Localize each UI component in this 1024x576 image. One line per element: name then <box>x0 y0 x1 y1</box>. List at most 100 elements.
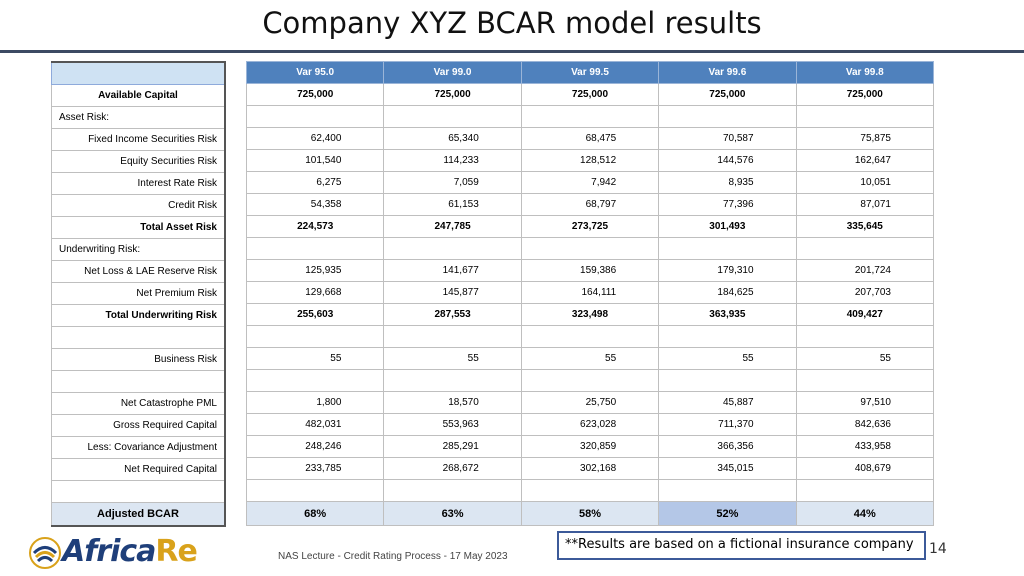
table-cell: 287,553 <box>383 303 522 326</box>
table-cell: 623,028 <box>520 413 660 436</box>
row-labels-table: Available Capital Asset Risk: Fixed Income… <box>51 61 226 527</box>
row-label: Business Risk <box>51 347 226 371</box>
table-cell: 302,168 <box>520 457 660 480</box>
table-cell <box>795 369 935 392</box>
table-cell: 255,603 <box>245 303 385 326</box>
row-label: Net Premium Risk <box>51 281 226 305</box>
results-table: Var 95.0 Var 99.0 Var 99.5 Var 99.6 Var 99.8… <box>245 61 935 526</box>
table-cell: 128,512 <box>520 149 660 172</box>
label-row: Available Capital <box>51 83 226 107</box>
table-cell <box>245 105 385 128</box>
label-row: Total Underwriting Risk <box>51 303 226 327</box>
table-row <box>245 369 935 392</box>
table-row: 224,573 247,785 273,725 301,493 335,645 <box>245 215 935 238</box>
column-header: Var 99.0 <box>383 61 522 84</box>
bcar-label-row: Adjusted BCAR <box>51 501 226 527</box>
label-row: Net Catastrophe PML <box>51 391 226 415</box>
table-row <box>245 105 935 128</box>
table-cell: 366,356 <box>658 435 797 458</box>
table-row: 101,540 114,233 128,512 144,576 162,647 <box>245 149 935 172</box>
table-cell: 164,111 <box>520 281 660 304</box>
footer-text: NAS Lecture - Credit Rating Process - 17… <box>278 551 508 562</box>
table-cell: 55 <box>383 347 522 370</box>
row-label: Less: Covariance Adjustment <box>51 435 226 459</box>
row-label: Fixed Income Securities Risk <box>51 127 226 151</box>
table-cell <box>245 369 385 392</box>
table-cell: 114,233 <box>383 149 522 172</box>
row-label: Interest Rate Risk <box>51 171 226 195</box>
table-cell: 482,031 <box>245 413 385 436</box>
table-cell: 553,963 <box>383 413 522 436</box>
table-cell: 323,498 <box>520 303 660 326</box>
table-cell: 725,000 <box>520 83 660 106</box>
row-label: Net Loss & LAE Reserve Risk <box>51 259 226 283</box>
table-cell: 97,510 <box>795 391 935 414</box>
page-number: 14 <box>929 541 947 557</box>
table-cell <box>245 237 385 260</box>
table-cell <box>245 479 385 502</box>
table-row: 125,935 141,677 159,386 179,310 201,724 <box>245 259 935 282</box>
table-cell <box>383 479 522 502</box>
table-cell: 433,958 <box>795 435 935 458</box>
table-cell: 7,942 <box>520 171 660 194</box>
label-row: Net Premium Risk <box>51 281 226 305</box>
row-label <box>51 479 226 503</box>
column-header: Var 99.8 <box>795 61 935 84</box>
table-cell <box>795 325 935 348</box>
label-row <box>51 325 226 349</box>
table-row: 482,031 553,963 623,028 711,370 842,636 <box>245 413 935 436</box>
table-cell: 55 <box>520 347 660 370</box>
logo-suffix: Re <box>155 534 197 569</box>
table-cell: 70,587 <box>658 127 797 150</box>
row-label: Underwriting Risk: <box>51 237 226 261</box>
table-cell: 75,875 <box>795 127 935 150</box>
bcar-label: Adjusted BCAR <box>51 501 226 527</box>
row-label <box>51 325 226 349</box>
table-cell: 145,877 <box>383 281 522 304</box>
table-row <box>245 479 935 502</box>
table-cell: 285,291 <box>383 435 522 458</box>
column-header: Var 99.6 <box>658 61 797 84</box>
row-label: Net Catastrophe PML <box>51 391 226 415</box>
table-cell <box>520 105 660 128</box>
row-label: Available Capital <box>51 83 226 107</box>
table-cell: 54,358 <box>245 193 385 216</box>
table-cell: 268,672 <box>383 457 522 480</box>
table-cell: 409,427 <box>795 303 935 326</box>
table-cell <box>383 237 522 260</box>
row-label: Total Underwriting Risk <box>51 303 226 327</box>
table-cell <box>795 105 935 128</box>
table-cell: 77,396 <box>658 193 797 216</box>
label-row: Credit Risk <box>51 193 226 217</box>
table-cell <box>658 237 797 260</box>
table-cell <box>520 325 660 348</box>
table-cell: 129,668 <box>245 281 385 304</box>
table-cell: 320,859 <box>520 435 660 458</box>
table-row <box>245 325 935 348</box>
table-cell: 711,370 <box>658 413 797 436</box>
table-cell: 335,645 <box>795 215 935 238</box>
table-row: 54,358 61,153 68,797 77,396 87,071 <box>245 193 935 216</box>
label-row: Fixed Income Securities Risk <box>51 127 226 151</box>
bcar-cell: 63% <box>383 501 522 526</box>
row-label: Credit Risk <box>51 193 226 217</box>
label-header-cell <box>51 61 226 85</box>
table-cell: 55 <box>245 347 385 370</box>
table-cell: 144,576 <box>658 149 797 172</box>
table-row: 129,668 145,877 164,111 184,625 207,703 <box>245 281 935 304</box>
label-row: Net Loss & LAE Reserve Risk <box>51 259 226 283</box>
table-cell: 725,000 <box>658 83 797 106</box>
table-cell: 159,386 <box>520 259 660 282</box>
table-cell <box>520 237 660 260</box>
table-cell: 62,400 <box>245 127 385 150</box>
table-cell <box>658 479 797 502</box>
logo-name: Africa <box>62 534 156 569</box>
label-header-row <box>51 61 226 85</box>
label-row: Underwriting Risk: <box>51 237 226 261</box>
table-row: 55 55 55 55 55 <box>245 347 935 370</box>
table-row: 62,400 65,340 68,475 70,587 75,875 <box>245 127 935 150</box>
table-cell: 55 <box>795 347 935 370</box>
table-cell: 45,887 <box>658 391 797 414</box>
table-cell: 301,493 <box>658 215 797 238</box>
table-cell: 68,797 <box>520 193 660 216</box>
